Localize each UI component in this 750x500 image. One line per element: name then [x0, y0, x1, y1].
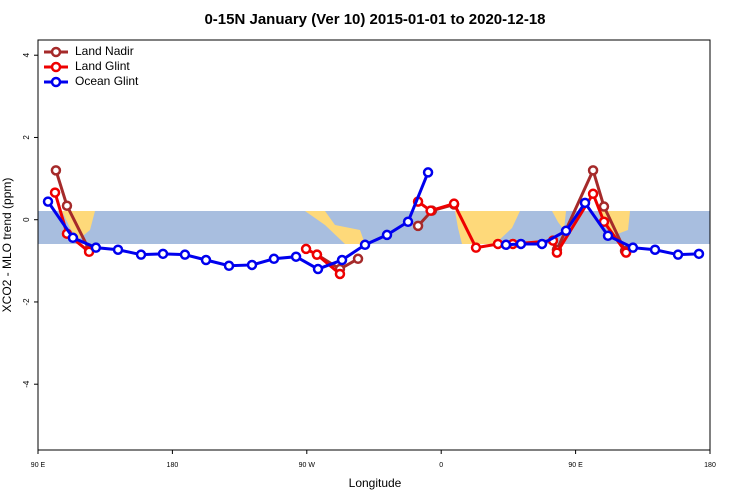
point [470, 242, 482, 253]
point [536, 238, 548, 250]
point [425, 205, 436, 216]
point [200, 254, 212, 266]
x-tick-label: 90 W [299, 462, 316, 469]
legend-label: Ocean Glint [75, 74, 139, 88]
x-tick-label: 90 E [568, 462, 583, 469]
point [359, 239, 371, 251]
point [112, 244, 124, 255]
chart-title: 0-15N January (Ver 10) 2015-01-01 to 202… [204, 11, 545, 28]
point [67, 232, 79, 244]
point [268, 253, 280, 265]
y-axis-label: XCO2 - MLO trend (ppm) [0, 178, 14, 313]
point [90, 242, 102, 253]
point [587, 165, 599, 176]
point [381, 229, 393, 241]
legend-marker [50, 61, 62, 73]
point [157, 248, 169, 260]
y-tick-label: 2 [22, 135, 31, 140]
point [422, 167, 434, 178]
point [135, 249, 147, 260]
x-tick-label: 90 E [31, 462, 46, 469]
x-tick-label: 180 [167, 462, 179, 469]
y-tick-label: 0 [22, 217, 31, 222]
point [602, 230, 614, 241]
map-band [38, 211, 710, 244]
point [515, 238, 527, 250]
point [61, 200, 73, 211]
point [627, 242, 639, 253]
point [336, 254, 348, 266]
x-tick-label: 180 [704, 462, 716, 469]
point [693, 248, 705, 260]
y-tick-label: -4 [22, 380, 31, 388]
point [402, 216, 414, 228]
point [334, 268, 346, 280]
y-tick-label: -2 [22, 298, 31, 306]
point [579, 197, 591, 209]
x-axis-label: Longitude [349, 476, 402, 490]
point [620, 247, 632, 258]
legend-label: Land Nadir [75, 44, 134, 58]
legend-marker [50, 76, 62, 88]
point [672, 249, 684, 260]
legend-label: Land Glint [75, 59, 130, 73]
point [448, 198, 460, 209]
point [246, 259, 258, 271]
point [49, 187, 61, 198]
point [492, 238, 504, 250]
point [412, 220, 424, 232]
point [352, 253, 364, 265]
point [179, 249, 191, 260]
point [312, 263, 324, 275]
point [311, 249, 323, 260]
point [560, 225, 572, 237]
point [500, 239, 512, 251]
point [649, 244, 661, 255]
plot-frame [37, 39, 711, 451]
point [223, 260, 235, 272]
x-tick-label: 0 [439, 462, 443, 469]
point [50, 165, 62, 176]
y-tick-label: 4 [22, 52, 31, 57]
point [598, 201, 610, 212]
point [290, 251, 302, 262]
point [300, 243, 312, 255]
legend-marker [50, 46, 62, 58]
point [551, 247, 563, 258]
point [42, 196, 54, 207]
point [587, 188, 599, 200]
